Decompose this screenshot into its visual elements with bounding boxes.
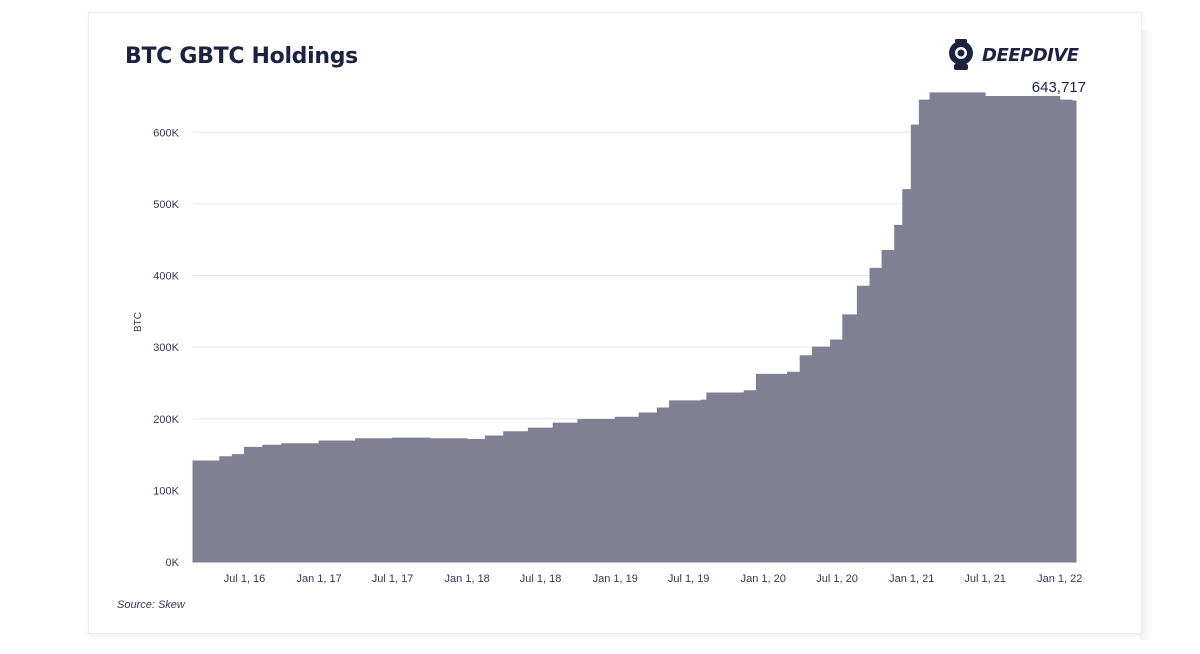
y-tick-label: 500K — [153, 199, 179, 211]
source-note: Source: Skew — [117, 599, 185, 611]
y-tick-label: 100K — [153, 485, 179, 497]
x-tick-label: Jul 1, 21 — [964, 573, 1006, 585]
last-value-annotation: 643,717 — [1032, 79, 1086, 96]
x-tick-label: Jul 1, 16 — [224, 573, 266, 585]
y-tick-label: 300K — [153, 342, 179, 354]
diver-helmet-icon — [949, 39, 973, 70]
chart-title: BTC GBTC Holdings — [125, 44, 358, 69]
x-tick-label: Jan 1, 20 — [741, 573, 786, 585]
y-axis-ticks: 0K 100K 200K 300K 400K 500K 600K — [153, 127, 179, 569]
gbtc-holdings-area — [192, 92, 1077, 563]
x-tick-label: Jul 1, 19 — [668, 573, 710, 585]
x-tick-label: Jul 1, 20 — [816, 573, 858, 585]
x-axis-ticks: Jul 1, 16 Jan 1, 17 Jul 1, 17 Jan 1, 18 Jul … — [224, 573, 1083, 585]
x-tick-label: Jul 1, 17 — [372, 573, 414, 585]
area-series — [192, 92, 1077, 563]
y-tick-label: 400K — [153, 271, 179, 283]
logo-text: DEEPDIVE — [982, 44, 1079, 66]
y-tick-label: 0K — [166, 557, 180, 569]
y-tick-label: 200K — [153, 414, 179, 426]
x-tick-label: Jan 1, 17 — [297, 573, 342, 585]
x-tick-label: Jul 1, 18 — [520, 573, 562, 585]
deepdive-logo: DEEPDIVE — [946, 38, 1079, 72]
card-shadow-edge — [1140, 30, 1154, 640]
x-tick-label: Jan 1, 21 — [889, 573, 934, 585]
x-tick-label: Jan 1, 19 — [593, 573, 638, 585]
y-tick-label: 600K — [153, 127, 179, 139]
y-axis-label: BTC — [133, 312, 144, 332]
x-tick-label: Jan 1, 22 — [1037, 573, 1082, 585]
x-tick-label: Jan 1, 18 — [445, 573, 490, 585]
